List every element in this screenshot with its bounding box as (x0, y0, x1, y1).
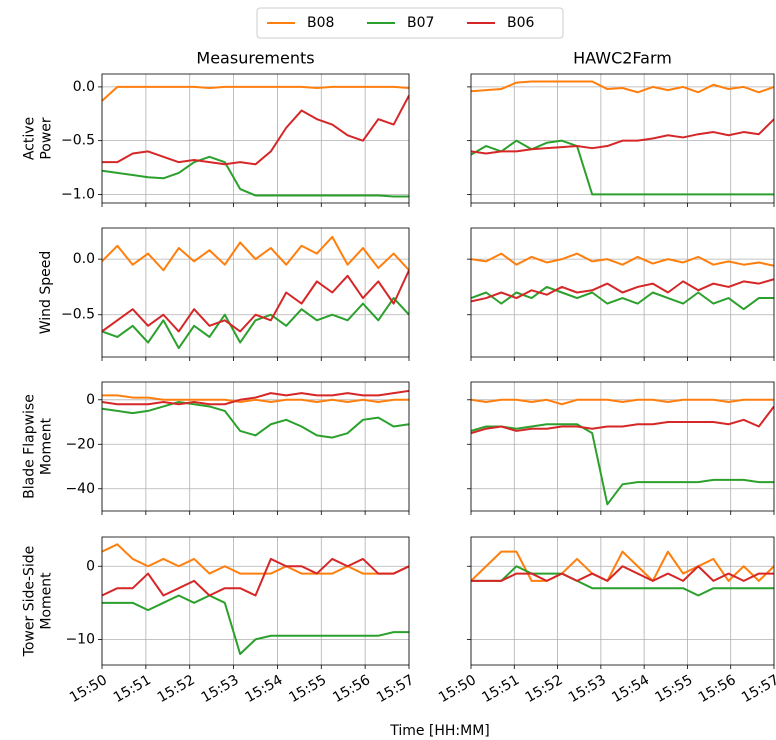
y-tick-label: −1.0 (61, 186, 95, 202)
series-line (471, 565, 774, 582)
x-tick-label: 15:54 (609, 672, 652, 706)
legend-box (256, 7, 564, 39)
series-line (471, 423, 774, 506)
x-tick-label: 15:52 (155, 672, 198, 706)
x-tick-label: 15:50 (436, 672, 479, 706)
x-tick-label: 15:55 (286, 672, 329, 706)
series-line (102, 95, 409, 166)
series-line (471, 550, 774, 582)
x-tick-label: 15:51 (111, 672, 154, 706)
series-line (102, 155, 409, 198)
series-line (102, 85, 409, 102)
x-tick-label: 15:51 (479, 672, 522, 706)
y-tick-label: 0.0 (73, 251, 95, 267)
series-line (102, 235, 409, 272)
axes-frame (470, 73, 775, 204)
series-line (471, 398, 774, 406)
x-axis-label: Time [HH:MM] (389, 723, 490, 739)
y-axis-label: Power (39, 117, 55, 160)
x-tick-label: 15:54 (242, 672, 285, 706)
x-tick-label: 15:56 (330, 672, 373, 706)
y-axis-label: Blade Flapwise (22, 394, 38, 499)
y-axis-label: Active (22, 117, 38, 160)
panel: 15:50 15:51 15:52 15:53 15:54 15:55 15:56 15:57… (22, 536, 417, 706)
y-tick-label: −0.5 (61, 133, 95, 149)
series-line (102, 297, 409, 350)
panel: −0.5 0.0 Wind Speed (38, 227, 410, 361)
y-tick-label: −0.5 (61, 307, 95, 323)
series-line (102, 269, 409, 333)
axes-frame (101, 536, 410, 666)
axes-frame (101, 73, 410, 204)
y-axis-label: Tower Side-Side (22, 546, 38, 658)
axes-frame (470, 381, 775, 512)
panel-title: HAWC2Farm (573, 49, 672, 68)
y-axis-label: Moment (39, 417, 55, 475)
x-tick-label: 15:53 (566, 672, 609, 706)
x-tick-label: 15:57 (739, 672, 776, 706)
series-line (102, 401, 409, 439)
legend-label: B07 (407, 15, 434, 31)
y-tick-label: 0.0 (73, 79, 95, 95)
x-tick-label: 15:55 (652, 672, 695, 706)
panel (467, 381, 775, 515)
axes-frame (101, 227, 410, 358)
series-line (471, 565, 774, 597)
series-line (471, 405, 774, 435)
axes-frame (470, 227, 775, 358)
x-tick-label: 15:50 (67, 672, 110, 706)
axes-frame (470, 536, 775, 666)
series-line (471, 252, 774, 267)
panel: HAWC2Farm (467, 49, 775, 207)
legend-label: B08 (307, 15, 334, 31)
y-tick-label: −10 (65, 631, 95, 647)
panel: −40 −20 0 Blade Flapwise Moment (22, 381, 410, 515)
series-line (471, 80, 774, 94)
y-tick-label: −40 (65, 481, 95, 497)
panel (467, 227, 775, 361)
y-tick-label: 0 (86, 558, 95, 574)
x-tick-label: 15:57 (374, 672, 417, 706)
series-line (471, 118, 774, 155)
x-tick-label: 15:53 (199, 672, 242, 706)
y-axis-label: Wind Speed (38, 251, 54, 335)
y-tick-label: −20 (65, 436, 95, 452)
panel: −1.0 −0.5 0.0 Measurements Active Power (22, 49, 410, 207)
x-tick-label: 15:52 (523, 672, 566, 706)
series-line (102, 543, 409, 575)
series-line (102, 594, 409, 656)
series-line (102, 557, 409, 597)
axes-frame (101, 381, 410, 512)
legend-label: B06 (507, 15, 535, 31)
x-tick-label: 15:56 (696, 672, 739, 706)
y-axis-label: Moment (39, 572, 55, 630)
panel-title: Measurements (196, 49, 314, 68)
series-line (471, 278, 774, 303)
panel: 15:50 15:51 15:52 15:53 15:54 15:55 15:56 15:57 (436, 536, 776, 706)
series-line (102, 394, 409, 404)
series-line (102, 389, 409, 406)
series-line (471, 139, 774, 196)
y-tick-label: 0 (86, 392, 95, 408)
